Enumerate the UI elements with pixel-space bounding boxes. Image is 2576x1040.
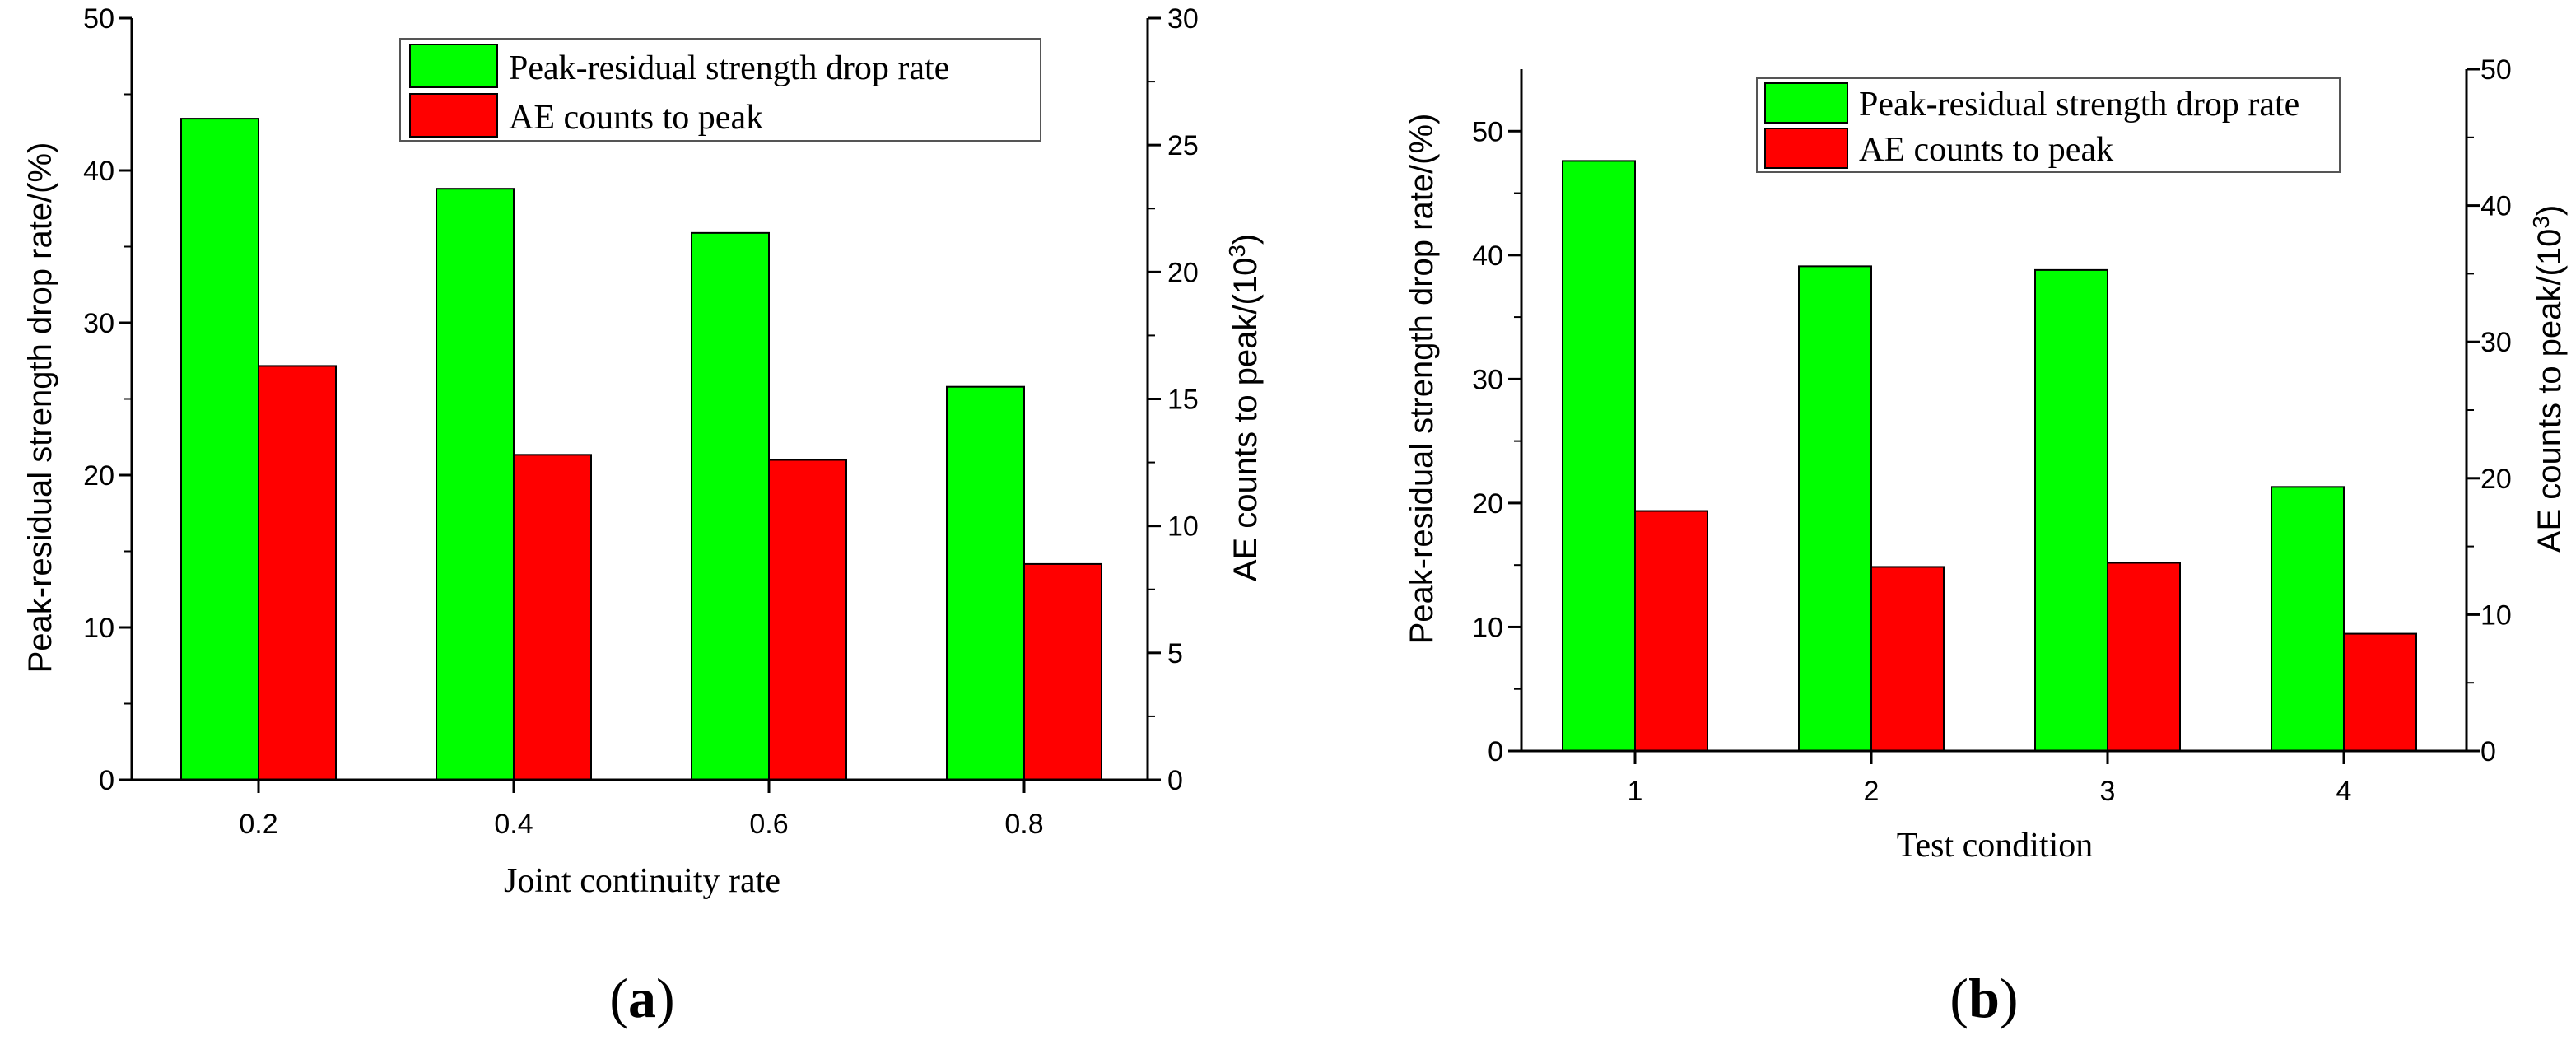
- panel-label-a-open: (: [609, 967, 628, 1029]
- right-axis-title-b: AE counts to peak/(103): [2528, 205, 2568, 553]
- legend-a-label-green: Peak-residual strength drop rate: [509, 49, 949, 87]
- right-axis-title-b-text: AE counts to peak/(10: [2532, 229, 2568, 553]
- y-left-tick-label-b-5: 50: [1472, 116, 1503, 147]
- bars-b: [1562, 160, 2417, 753]
- x-tick-label-b-4: 4: [2336, 776, 2352, 807]
- bar-b-ae-counts-2: [1870, 566, 1945, 752]
- panel-label-b-letter: b: [1968, 967, 2000, 1029]
- y-left-tick-label-b-3: 30: [1472, 364, 1503, 395]
- legend-a-frame: [399, 38, 1041, 142]
- y-right-tick-label-b-3: 30: [2481, 327, 2512, 358]
- panel-label-b-close: ): [2000, 967, 2019, 1029]
- bar-b-drop-rate-3: [2034, 268, 2108, 753]
- bar-a-drop-rate-4: [946, 385, 1025, 781]
- y-left-tick-label-b-4: 40: [1472, 240, 1503, 272]
- right-axis-title-a-exponent: 3: [1224, 245, 1250, 258]
- bar-a-ae-counts-2: [513, 454, 592, 781]
- y-right-tick-label-b-5: 50: [2481, 54, 2512, 86]
- y-right-tick-label-a-5: 25: [1167, 130, 1199, 161]
- y-left-tick-label-a-4: 40: [83, 156, 114, 187]
- y-left-tick-label-a-3: 30: [83, 308, 114, 339]
- bar-a-drop-rate-1: [180, 118, 259, 781]
- x-tick-label-b-1: 1: [1628, 776, 1643, 807]
- x-tick-label-a-2: 0.4: [494, 809, 533, 840]
- right-axis-title-b-exponent: 3: [2528, 216, 2554, 229]
- left-axis-title-a: Peak-residual strength drop rate/(%): [22, 142, 58, 674]
- chart-panel-a: 0.2 0.4 0.6 0.8 0 10 20 30 40 50 0 5 10 15 20 25 30 Join…: [22, 3, 1264, 1029]
- legend-a-swatch-red: [409, 93, 498, 138]
- bar-b-drop-rate-1: [1562, 160, 1636, 753]
- x-tick-label-b-3: 3: [2100, 776, 2116, 807]
- bar-a-ae-counts-3: [768, 459, 847, 781]
- panel-label-b-open: (: [1949, 967, 1968, 1029]
- bar-a-ae-counts-1: [258, 365, 337, 781]
- right-axis-title-b-close: ): [2532, 205, 2568, 216]
- x-tick-label-a-1: 0.2: [239, 809, 277, 840]
- y-left-tick-label-a-0: 0: [99, 765, 114, 796]
- y-left-tick-label-b-0: 0: [1488, 736, 1503, 767]
- legend-b-label-green: Peak-residual strength drop rate: [1859, 86, 2299, 124]
- legend-a: Peak-residual strength drop rate AE coun…: [399, 38, 1041, 142]
- ticks-a: 0.2 0.4 0.6 0.8 0 10 20 30 40 50 0 5 10 15 20 25 30: [83, 3, 1199, 840]
- y-left-tick-label-a-2: 20: [83, 460, 114, 492]
- y-right-tick-label-a-4: 20: [1167, 257, 1199, 288]
- y-left-tick-label-a-1: 10: [83, 613, 114, 644]
- y-right-tick-label-b-0: 0: [2481, 736, 2496, 767]
- right-axis-title-a: AE counts to peak/(103): [1224, 234, 1264, 581]
- y-right-tick-label-a-2: 10: [1167, 511, 1199, 543]
- y-left-tick-label-b-2: 20: [1472, 488, 1503, 520]
- y-right-tick-label-a-3: 15: [1167, 385, 1199, 416]
- y-right-tick-label-b-1: 10: [2481, 599, 2512, 631]
- x-axis-title-b: Test condition: [1897, 827, 2094, 865]
- x-tick-label-a-3: 0.6: [749, 809, 788, 840]
- bar-b-ae-counts-4: [2343, 632, 2417, 752]
- y-right-tick-label-a-6: 30: [1167, 3, 1199, 35]
- legend-b: Peak-residual strength drop rate AE coun…: [1756, 77, 2341, 173]
- right-axis-title-a-close: ): [1227, 234, 1264, 245]
- left-axis-title-b: Peak-residual strength drop rate/(%): [1404, 114, 1440, 645]
- bars-a: [180, 118, 1102, 781]
- x-tick-label-a-4: 0.8: [1004, 809, 1043, 840]
- legend-b-frame: [1756, 77, 2341, 173]
- bar-a-drop-rate-3: [691, 231, 770, 781]
- y-right-tick-label-a-1: 5: [1167, 638, 1183, 669]
- panel-label-b: (b): [1949, 967, 2018, 1029]
- y-left-tick-label-b-1: 10: [1472, 612, 1503, 643]
- bar-b-ae-counts-1: [1634, 510, 1708, 752]
- bar-a-ae-counts-4: [1023, 562, 1102, 781]
- y-right-tick-label-a-0: 0: [1167, 765, 1183, 796]
- y-left-tick-label-a-5: 50: [83, 3, 114, 35]
- x-tick-label-b-2: 2: [1864, 776, 1880, 807]
- y-right-tick-label-b-4: 40: [2481, 191, 2512, 222]
- y-right-tick-label-b-2: 20: [2481, 464, 2512, 495]
- right-axis-title-a-text: AE counts to peak/(10: [1227, 258, 1264, 582]
- legend-a-swatch-green: [409, 44, 498, 88]
- legend-b-swatch-red: [1764, 128, 1848, 169]
- bar-b-drop-rate-2: [1798, 265, 1872, 753]
- panel-label-a: (a): [609, 967, 674, 1029]
- panel-label-a-close: ): [656, 967, 675, 1029]
- panel-label-a-letter: a: [628, 967, 656, 1029]
- bar-b-ae-counts-3: [2107, 562, 2181, 752]
- legend-b-label-red: AE counts to peak: [1859, 131, 2113, 169]
- bar-a-drop-rate-2: [436, 188, 515, 781]
- x-axis-title-a: Joint continuity rate: [504, 862, 780, 900]
- legend-b-swatch-green: [1764, 82, 1848, 124]
- bar-b-drop-rate-4: [2271, 486, 2345, 752]
- legend-a-label-red: AE counts to peak: [509, 99, 763, 137]
